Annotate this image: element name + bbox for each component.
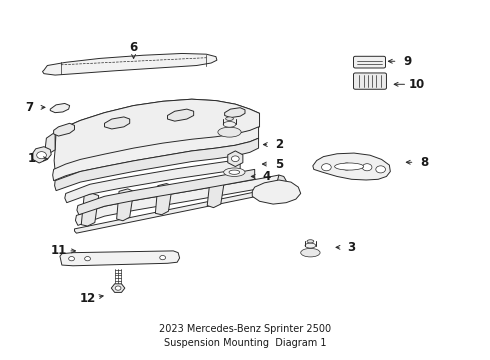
Text: 4: 4	[263, 170, 271, 183]
Ellipse shape	[229, 170, 240, 174]
Ellipse shape	[225, 117, 233, 121]
Polygon shape	[74, 187, 281, 233]
Text: 1: 1	[28, 152, 36, 165]
Polygon shape	[53, 127, 259, 181]
Polygon shape	[46, 132, 55, 155]
Text: 7: 7	[25, 101, 33, 114]
Ellipse shape	[218, 127, 241, 137]
Text: 9: 9	[403, 55, 412, 68]
Polygon shape	[117, 189, 134, 221]
Circle shape	[69, 257, 74, 261]
FancyBboxPatch shape	[353, 73, 387, 89]
Polygon shape	[75, 175, 279, 225]
Circle shape	[37, 152, 47, 159]
Circle shape	[342, 163, 352, 170]
Text: 11: 11	[50, 244, 67, 257]
Polygon shape	[77, 169, 255, 215]
Text: 10: 10	[409, 78, 425, 91]
Ellipse shape	[335, 163, 364, 170]
Polygon shape	[81, 193, 98, 226]
Text: 6: 6	[129, 41, 138, 54]
Ellipse shape	[223, 168, 245, 176]
Polygon shape	[60, 251, 180, 266]
Polygon shape	[228, 151, 243, 167]
Circle shape	[362, 164, 372, 171]
Polygon shape	[168, 109, 194, 121]
Text: 2023 Mercedes-Benz Sprinter 2500
Suspension Mounting  Diagram 1: 2023 Mercedes-Benz Sprinter 2500 Suspens…	[159, 324, 331, 348]
Ellipse shape	[223, 122, 236, 127]
Polygon shape	[111, 284, 125, 292]
Ellipse shape	[301, 248, 320, 257]
Polygon shape	[55, 99, 260, 150]
Text: 3: 3	[347, 241, 356, 254]
Ellipse shape	[305, 243, 316, 248]
Circle shape	[160, 256, 166, 260]
Polygon shape	[54, 138, 259, 191]
Ellipse shape	[307, 240, 314, 243]
Circle shape	[321, 164, 331, 171]
FancyBboxPatch shape	[353, 56, 386, 68]
Polygon shape	[252, 180, 301, 204]
Text: 12: 12	[79, 292, 96, 305]
Polygon shape	[276, 175, 286, 187]
Polygon shape	[104, 117, 130, 129]
Polygon shape	[32, 147, 51, 163]
Polygon shape	[155, 184, 172, 215]
Polygon shape	[313, 153, 391, 180]
Text: 8: 8	[420, 156, 428, 169]
Circle shape	[376, 166, 386, 173]
Circle shape	[115, 286, 121, 290]
Polygon shape	[53, 123, 74, 136]
Polygon shape	[207, 177, 224, 208]
Text: 5: 5	[275, 158, 283, 171]
Circle shape	[85, 257, 91, 261]
Polygon shape	[65, 159, 240, 203]
Polygon shape	[43, 54, 217, 75]
Circle shape	[231, 156, 239, 162]
Polygon shape	[50, 103, 70, 113]
Polygon shape	[54, 99, 260, 171]
Text: 2: 2	[275, 138, 283, 151]
Polygon shape	[224, 108, 245, 118]
